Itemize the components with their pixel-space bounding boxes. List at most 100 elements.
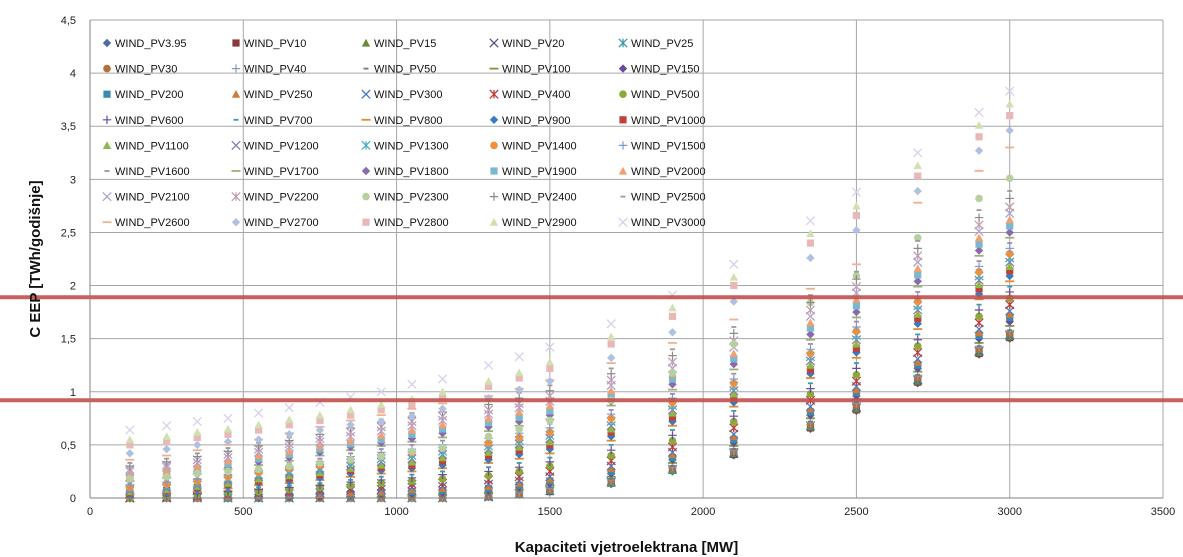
data-point [668, 312, 677, 320]
data-point [545, 357, 555, 366]
data-point [377, 452, 386, 461]
data-point [162, 466, 171, 474]
data-point [515, 385, 524, 394]
data-point [224, 467, 232, 476]
data-point [254, 465, 263, 474]
data-point [914, 172, 922, 180]
data-point [515, 478, 524, 487]
legend-marker [489, 38, 499, 48]
data-point [975, 194, 983, 203]
data-point [1005, 327, 1014, 336]
data-point [668, 351, 677, 360]
legend-label: WIND_PV500 [631, 89, 699, 101]
data-point [484, 414, 493, 422]
data-point [546, 428, 554, 436]
legend-label: WIND_PV40 [244, 64, 306, 76]
data-point [852, 211, 861, 220]
data-point [974, 220, 984, 230]
data-point [162, 444, 171, 454]
legend-label: WIND_PV1000 [631, 115, 706, 127]
legend-entry: WIND_PV10 [232, 38, 306, 50]
data-point [1005, 287, 1014, 297]
data-point [806, 239, 815, 247]
data-point [408, 400, 416, 409]
data-point [806, 345, 815, 354]
data-point [913, 371, 922, 381]
legend-entry: WIND_PV400 [489, 89, 570, 101]
data-point [729, 386, 739, 396]
legend-entry: WIND_PV1700 [231, 166, 319, 178]
data-point [377, 487, 386, 496]
data-point [607, 340, 615, 348]
legend-label: WIND_PV400 [502, 89, 570, 101]
data-point [606, 446, 616, 455]
data-point [223, 424, 233, 433]
data-point [668, 462, 677, 472]
legend-marker [102, 38, 112, 48]
legend-label: WIND_PV250 [244, 89, 312, 101]
data-point [852, 327, 861, 336]
data-point [377, 406, 385, 414]
y-tick-label: 3,5 [61, 121, 76, 133]
data-point [805, 305, 816, 315]
data-point [515, 417, 524, 426]
legend-entry: WIND_PV25 [618, 38, 693, 50]
data-point [806, 298, 815, 307]
data-point [852, 322, 861, 332]
data-point [729, 359, 738, 369]
data-point [729, 297, 738, 306]
data-point [974, 120, 984, 129]
legend-entry: WIND_PV30 [103, 64, 177, 76]
data-point [484, 482, 493, 490]
data-point [346, 411, 355, 419]
legend-label: WIND_PV150 [631, 64, 699, 76]
data-point [606, 424, 616, 433]
data-point [667, 405, 678, 415]
legend-label: WIND_PV30 [115, 64, 177, 76]
data-point [729, 398, 738, 407]
legend-marker [618, 64, 628, 73]
data-point [546, 416, 554, 425]
data-point [974, 262, 984, 271]
data-point [806, 365, 815, 374]
data-point [315, 410, 325, 419]
data-point [377, 460, 386, 469]
axes [89, 20, 1163, 499]
data-point [1006, 112, 1014, 120]
legend-entry: WIND_PV1400 [490, 140, 577, 152]
legend-label: WIND_PV2400 [502, 192, 577, 204]
data-point [285, 430, 294, 439]
data-point [606, 464, 616, 472]
legend-entry: WIND_PV900 [489, 115, 570, 127]
data-point [1005, 215, 1014, 224]
y-tick-label: 1,5 [61, 334, 76, 346]
legend-entry: WIND_PV700 [233, 115, 312, 127]
legend-entry: WIND_PV2900 [489, 217, 577, 229]
legend-label: WIND_PV100 [502, 64, 570, 76]
data-point [483, 360, 494, 370]
legend-label: WIND_PV2200 [244, 192, 319, 204]
y-tick-label: 4 [70, 68, 76, 80]
legend-entry: WIND_PV500 [619, 89, 699, 101]
data-point [515, 374, 523, 382]
legend-label: WIND_PV700 [244, 115, 312, 127]
data-point [515, 413, 523, 421]
legend-entry: WIND_PV150 [618, 64, 699, 76]
data-point [729, 272, 738, 281]
data-point [852, 339, 861, 348]
data-point [545, 474, 555, 483]
data-point [806, 390, 815, 398]
data-point [193, 427, 202, 436]
x-tick-label: 1000 [384, 506, 408, 518]
legend-marker [619, 90, 627, 98]
legend-marker [619, 116, 627, 124]
legend-label: WIND_PV15 [374, 38, 436, 50]
data-point [162, 472, 171, 481]
data-point [1005, 194, 1014, 203]
data-point [438, 453, 447, 462]
data-point [255, 426, 263, 434]
data-point [438, 425, 447, 433]
y-tick-label: 0,5 [61, 440, 76, 452]
data-point [285, 421, 293, 429]
data-point [607, 451, 615, 460]
